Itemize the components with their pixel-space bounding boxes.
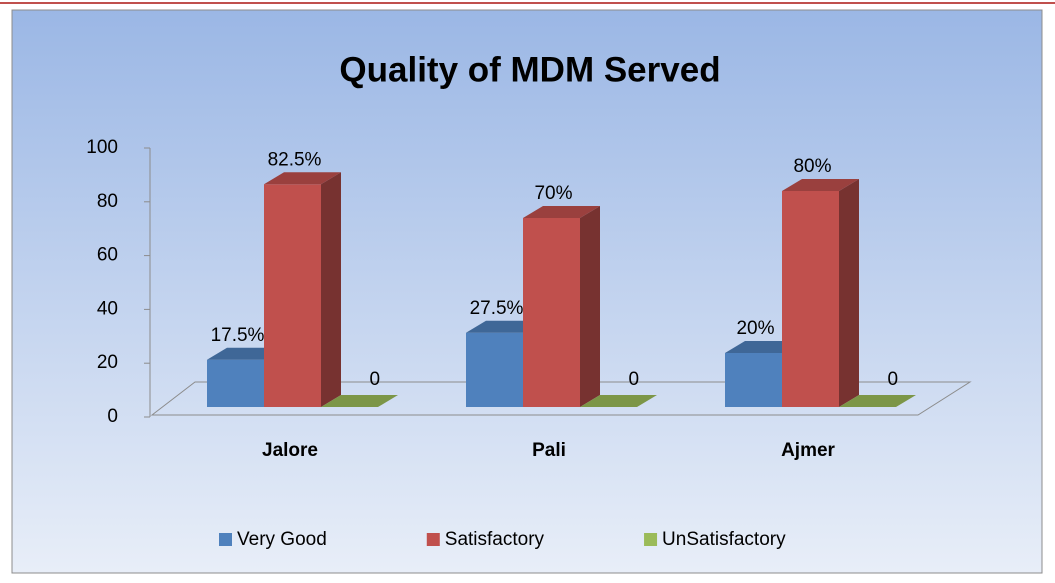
bar xyxy=(207,359,264,407)
bar xyxy=(725,353,782,407)
x-tick-label: Jalore xyxy=(262,440,318,461)
legend-label: Very Good xyxy=(237,529,327,550)
x-tick-label: Ajmer xyxy=(781,440,835,461)
bar xyxy=(782,191,839,407)
data-label: 80% xyxy=(793,156,831,177)
legend-label: Satisfactory xyxy=(445,529,545,550)
data-label: 17.5% xyxy=(211,325,265,346)
legend-swatch xyxy=(426,533,440,546)
x-tick-label: Pali xyxy=(532,440,566,461)
bar-side xyxy=(321,172,341,407)
bar-top xyxy=(321,395,398,407)
bar-side xyxy=(839,179,859,407)
bar-top xyxy=(580,395,657,407)
data-label: 0 xyxy=(888,369,899,390)
data-label: 70% xyxy=(534,183,572,204)
y-tick-label: 20 xyxy=(97,352,118,373)
data-label: 20% xyxy=(736,318,774,339)
y-tick-label: 80 xyxy=(97,191,118,212)
bar xyxy=(523,218,580,407)
bar-top xyxy=(523,206,600,218)
chart-title: Quality of MDM Served xyxy=(339,50,720,89)
bar xyxy=(264,184,321,407)
y-tick-label: 0 xyxy=(107,406,118,427)
bar-side xyxy=(580,206,600,407)
y-tick-label: 40 xyxy=(97,298,118,319)
data-label: 0 xyxy=(629,369,640,390)
legend-label: UnSatisfactory xyxy=(662,529,786,550)
legend-swatch xyxy=(219,533,232,546)
y-tick-label: 100 xyxy=(86,137,118,158)
legend-swatch xyxy=(644,533,658,546)
data-label: 0 xyxy=(370,369,381,390)
data-label: 82.5% xyxy=(268,149,322,170)
bar-top xyxy=(839,395,916,407)
data-label: 27.5% xyxy=(470,298,524,319)
bar xyxy=(466,332,523,407)
y-tick-label: 60 xyxy=(97,245,118,266)
bar-top xyxy=(264,172,341,185)
floor xyxy=(150,381,972,416)
bar-top xyxy=(782,179,859,191)
